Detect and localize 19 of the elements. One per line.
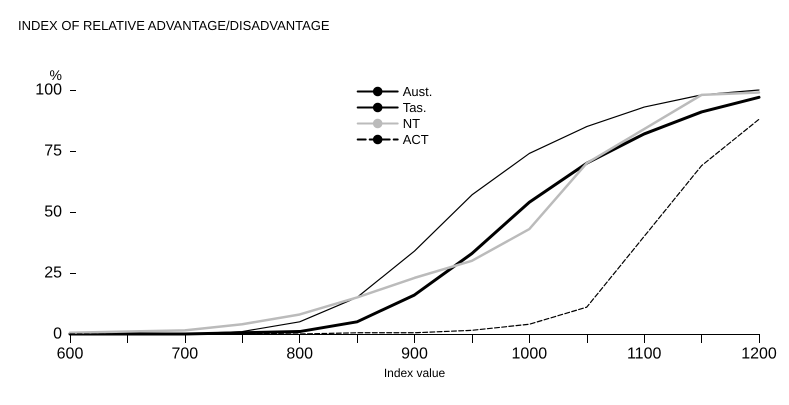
x-axis-title: Index value (384, 366, 446, 380)
chart-title: INDEX OF RELATIVE ADVANTAGE/DISADVANTAGE (18, 18, 330, 33)
x-tick-label: 800 (286, 346, 314, 362)
x-tick-label: 900 (401, 346, 428, 362)
legend-label: Aust. (402, 84, 432, 99)
y-tick-label: 75 (44, 142, 62, 160)
x-tick-label: 1000 (512, 346, 548, 362)
legend-label: ACT (402, 132, 429, 147)
y-tick-label: 0 (53, 326, 62, 342)
y-axis-title: % (50, 67, 62, 83)
x-tick-label: 1200 (741, 346, 777, 362)
legend-label: Tas. (402, 100, 427, 115)
legend-label: NT (402, 116, 420, 131)
y-tick-label: 25 (44, 264, 62, 282)
x-tick-label: 1100 (626, 346, 662, 362)
x-tick-label: 700 (171, 346, 198, 362)
y-tick-label: 50 (44, 204, 62, 220)
y-tick-label: 100 (35, 82, 62, 98)
x-tick-label: 600 (56, 346, 84, 362)
